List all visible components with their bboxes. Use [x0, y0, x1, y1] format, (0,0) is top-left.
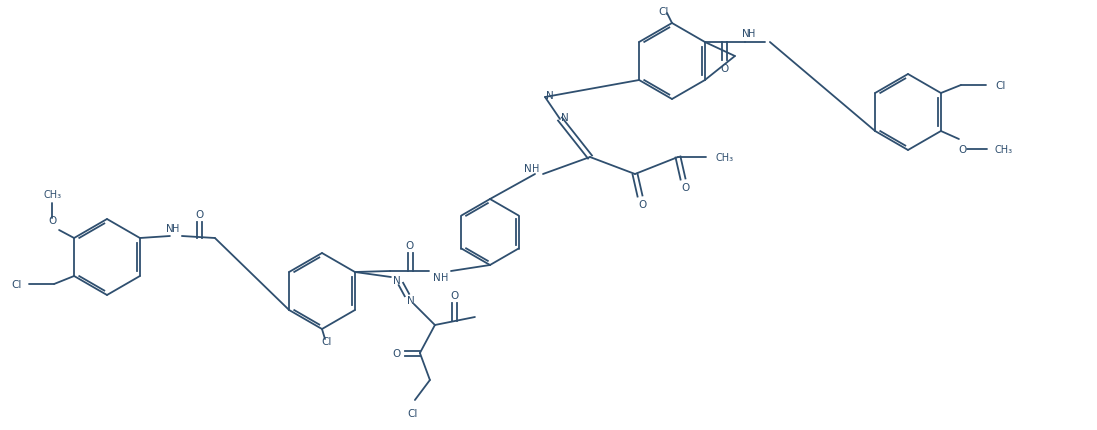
Text: N: N — [433, 272, 441, 283]
Text: CH₃: CH₃ — [716, 153, 734, 163]
Text: Cl: Cl — [12, 280, 22, 289]
Text: O: O — [638, 200, 647, 209]
Text: H: H — [748, 29, 756, 39]
Text: N: N — [546, 91, 554, 101]
Text: O: O — [682, 183, 690, 193]
Text: Cl: Cl — [659, 7, 669, 17]
Text: O: O — [959, 144, 968, 155]
Text: O: O — [195, 209, 204, 219]
Text: O: O — [721, 64, 730, 74]
Text: Cl: Cl — [321, 336, 332, 346]
Text: O: O — [48, 215, 56, 225]
Text: H: H — [441, 272, 449, 283]
Text: H: H — [172, 224, 180, 233]
Text: N: N — [562, 113, 569, 123]
Text: CH₃: CH₃ — [995, 144, 1013, 155]
Text: CH₃: CH₃ — [43, 190, 61, 200]
Text: O: O — [393, 348, 402, 358]
Text: O: O — [451, 290, 459, 300]
Text: H: H — [532, 164, 540, 174]
Text: N: N — [166, 224, 173, 233]
Text: N: N — [742, 29, 749, 39]
Text: O: O — [406, 240, 415, 250]
Text: N: N — [524, 164, 532, 174]
Text: N: N — [407, 295, 415, 305]
Text: Cl: Cl — [996, 81, 1006, 91]
Text: Cl: Cl — [408, 408, 418, 418]
Text: N: N — [393, 275, 400, 286]
